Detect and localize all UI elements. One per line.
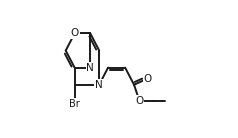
Text: N: N xyxy=(86,63,94,73)
Text: Br: Br xyxy=(69,99,80,109)
Text: O: O xyxy=(144,74,152,84)
Text: O: O xyxy=(135,96,144,106)
Text: O: O xyxy=(70,28,79,39)
Text: N: N xyxy=(95,80,103,90)
